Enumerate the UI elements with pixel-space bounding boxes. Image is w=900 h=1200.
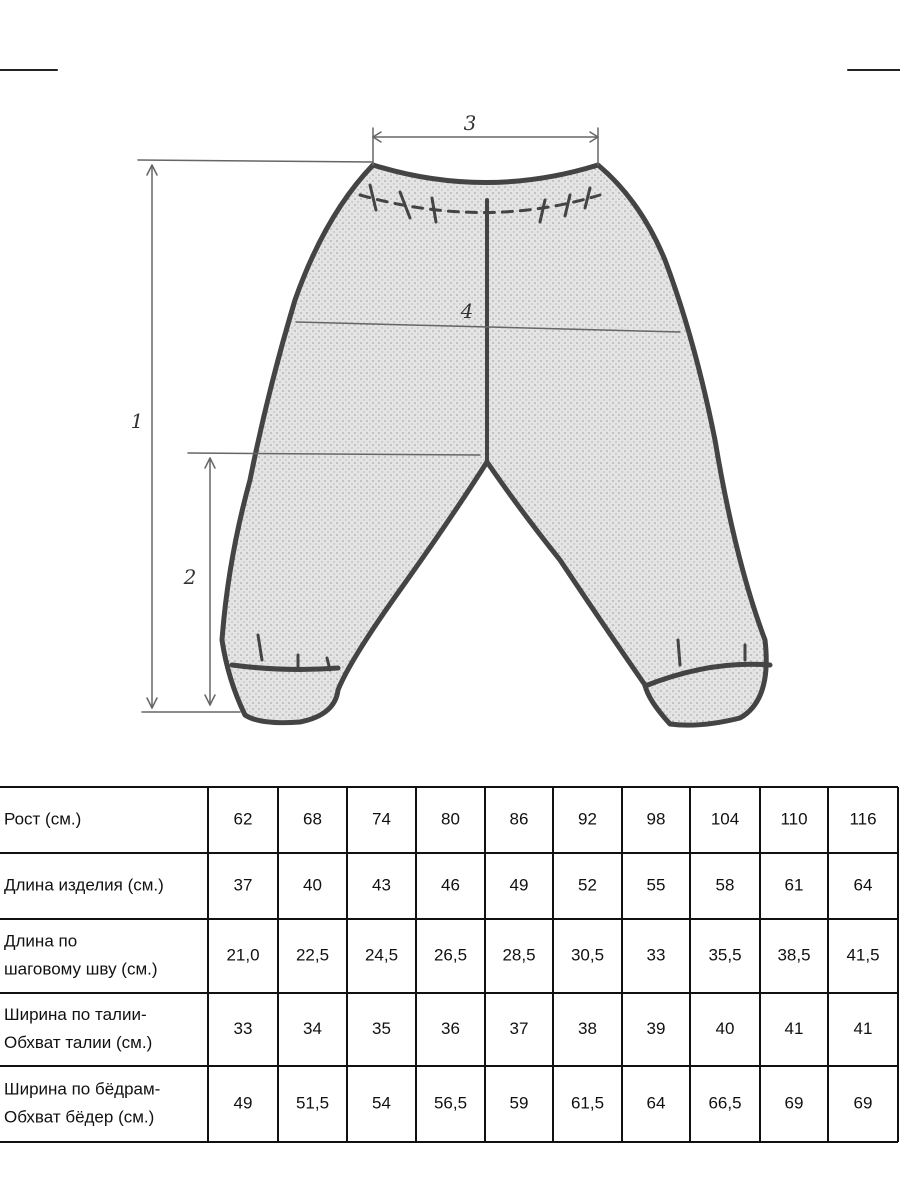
row-header: шаговому шву (см.) — [4, 959, 158, 978]
cell-value: 86 — [510, 809, 529, 828]
pants-outline — [219, 162, 769, 728]
cell-value: 39 — [647, 1019, 666, 1038]
gathers — [256, 183, 747, 672]
cell-value: 59 — [510, 1093, 529, 1112]
measure-label: 4 — [460, 299, 474, 323]
cell-value: 62 — [234, 809, 253, 828]
cell-value: 110 — [780, 809, 807, 828]
cell-value: 64 — [854, 875, 873, 894]
cell-value: 24,5 — [365, 945, 398, 964]
cuff-seam — [229, 661, 773, 689]
cell-value: 61,5 — [571, 1093, 604, 1112]
cell-value: 69 — [785, 1093, 804, 1112]
cell-value: 66,5 — [708, 1093, 741, 1112]
cell-value: 51,5 — [296, 1093, 329, 1112]
measure-label: 1 — [131, 409, 144, 433]
cell-value: 58 — [716, 875, 735, 894]
cell-value: 69 — [854, 1093, 873, 1112]
cell-value: 33 — [647, 945, 666, 964]
measure-lines — [137, 127, 681, 713]
cell-value: 37 — [234, 875, 253, 894]
row-header: Рост (см.) — [4, 809, 81, 828]
measure-label: 2 — [183, 565, 197, 589]
cell-value: 35 — [372, 1019, 391, 1038]
cell-value: 49 — [510, 875, 529, 894]
cell-value: 26,5 — [434, 945, 467, 964]
cell-value: 43 — [372, 875, 391, 894]
measure-label: 3 — [464, 111, 477, 135]
row-header: Длина по — [4, 931, 77, 950]
cell-value: 38,5 — [777, 945, 810, 964]
cell-value: 40 — [303, 875, 322, 894]
cell-value: 52 — [578, 875, 597, 894]
row-header: Обхват бёдер (см.) — [4, 1107, 154, 1126]
row-header: Длина изделия (см.) — [4, 875, 164, 894]
cell-value: 56,5 — [434, 1093, 467, 1112]
cell-value: 28,5 — [502, 945, 535, 964]
cell-value: 40 — [716, 1019, 735, 1038]
cell-value: 74 — [372, 809, 391, 828]
size-table: Рост (см.) 62 68 74 80 86 92 98 104 110 116 Длина и… — [0, 786, 899, 1143]
cell-value: 33 — [234, 1019, 253, 1038]
cell-value: 98 — [647, 809, 666, 828]
cell-value: 22,5 — [296, 945, 329, 964]
cell-value: 46 — [441, 875, 460, 894]
cell-value: 61 — [785, 875, 804, 894]
pants-drawing: 3 4 1 2 — [0, 69, 900, 728]
cell-value: 116 — [849, 809, 876, 828]
cell-value: 38 — [578, 1019, 597, 1038]
cell-value: 41 — [785, 1019, 804, 1038]
cell-value: 34 — [303, 1019, 322, 1038]
cell-value: 30,5 — [571, 945, 604, 964]
row-header: Ширина по бёдрам- — [4, 1079, 160, 1098]
cell-value: 92 — [578, 809, 597, 828]
cell-value: 64 — [647, 1093, 666, 1112]
cell-value: 104 — [711, 809, 739, 828]
cell-value: 80 — [441, 809, 460, 828]
cell-value: 54 — [372, 1093, 391, 1112]
cell-value: 35,5 — [708, 945, 741, 964]
cell-value: 49 — [234, 1093, 253, 1112]
cell-value: 36 — [441, 1019, 460, 1038]
cell-value: 41,5 — [846, 945, 879, 964]
row-header: Обхват талии (см.) — [4, 1033, 152, 1052]
cell-value: 37 — [510, 1019, 529, 1038]
cell-value: 41 — [854, 1019, 873, 1038]
cell-value: 68 — [303, 809, 322, 828]
cell-value: 21,0 — [226, 945, 259, 964]
row-header: Ширина по талии- — [4, 1005, 147, 1024]
cell-value: 55 — [647, 875, 666, 894]
